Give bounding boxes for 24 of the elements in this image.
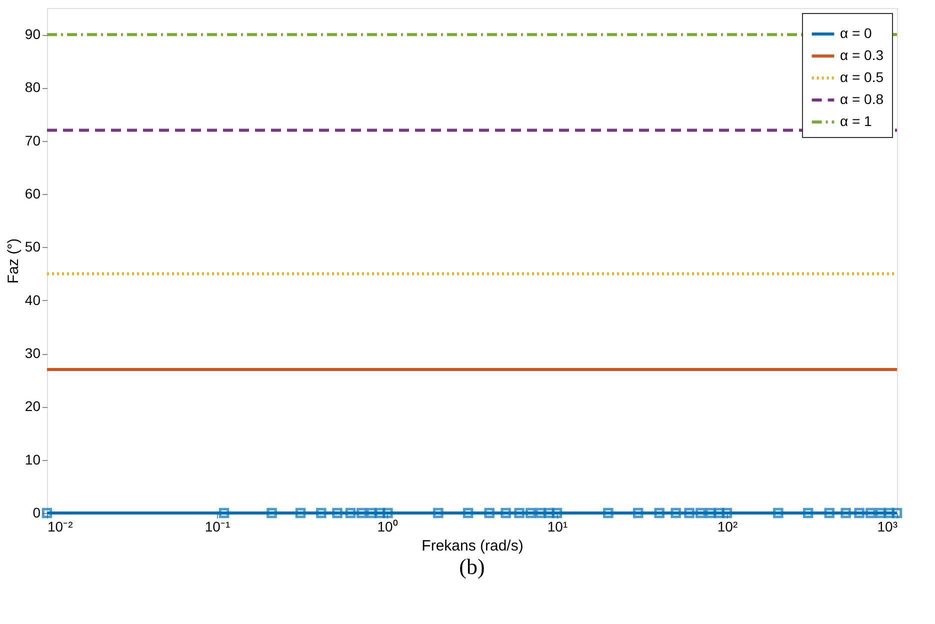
x-tick-label: 10²	[717, 518, 738, 534]
y-tick-label: 10	[24, 451, 41, 468]
x-tick-label: 10³	[877, 518, 898, 534]
x-axis-title: Frekans (rad/s)	[422, 538, 524, 554]
y-tick-label: 20	[24, 398, 41, 414]
legend-label: α = 0.8	[840, 91, 884, 107]
y-tick-label: 30	[24, 345, 41, 362]
x-tick-label: 10¹	[547, 518, 568, 534]
x-tick-label: 10⁻²	[48, 518, 74, 534]
y-tick-label: 90	[24, 26, 41, 42]
y-tick-label: 40	[24, 292, 41, 308]
legend-label: α = 0	[840, 25, 872, 41]
x-tick-label: 10⁻¹	[204, 518, 230, 534]
y-tick-label: 50	[24, 238, 41, 255]
y-axis-title: Faz (°)	[4, 238, 22, 284]
legend-label: α = 0.5	[840, 69, 884, 85]
y-tick-label: 60	[24, 186, 41, 202]
y-tick-label: 70	[24, 132, 41, 148]
y-tick-label: 0	[32, 504, 41, 520]
legend-label: α = 0.3	[840, 47, 884, 63]
y-tick-label: 80	[24, 79, 41, 96]
legend-label: α = 1	[840, 113, 872, 129]
x-tick-label: 10⁰	[377, 518, 398, 534]
text: (b)	[459, 554, 485, 579]
